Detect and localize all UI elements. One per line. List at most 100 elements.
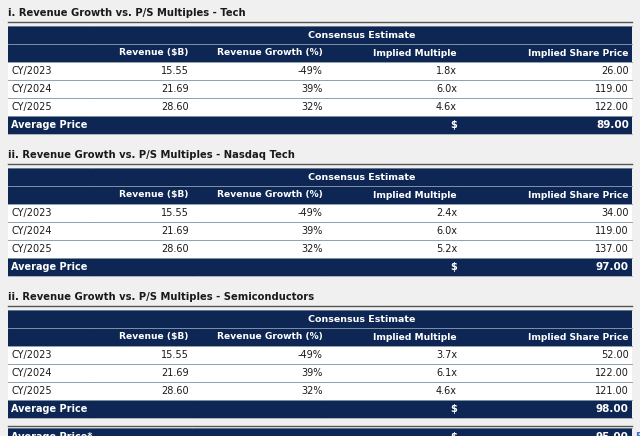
Bar (92, 116, 192, 134)
Text: Average Price*: Average Price* (11, 432, 93, 436)
Text: $: $ (451, 262, 457, 272)
Text: Implied Multiple: Implied Multiple (373, 191, 457, 200)
Bar (8, 62, 92, 80)
Bar (8, 26, 92, 44)
Text: ii. Revenue Growth vs. P/S Multiples - Nasdaq Tech: ii. Revenue Growth vs. P/S Multiples - N… (8, 150, 294, 160)
Bar (326, 98, 461, 116)
Bar (8, 310, 92, 328)
Bar (461, 186, 632, 204)
Bar (461, 116, 632, 134)
Bar (461, 98, 632, 116)
Bar (461, 382, 632, 400)
Text: CY/2024: CY/2024 (11, 368, 52, 378)
Text: 15.55: 15.55 (161, 66, 188, 76)
Text: 1.8x: 1.8x (436, 66, 457, 76)
Bar (8, 44, 92, 62)
Bar (92, 258, 192, 276)
Text: 39%: 39% (301, 226, 323, 236)
Text: 119.00: 119.00 (595, 84, 629, 94)
Bar (192, 44, 326, 62)
Bar (461, 428, 632, 436)
Text: Average Price: Average Price (11, 404, 88, 414)
Bar (192, 186, 326, 204)
Bar (192, 346, 326, 364)
Bar (192, 328, 326, 346)
Text: 15.55: 15.55 (161, 208, 188, 218)
Text: Implied Multiple: Implied Multiple (373, 48, 457, 58)
Text: Average Price: Average Price (11, 120, 88, 130)
Bar (92, 204, 192, 222)
Bar (92, 44, 192, 62)
Bar (461, 222, 632, 240)
Bar (192, 116, 326, 134)
Bar (8, 116, 92, 134)
Text: Revenue Growth (%): Revenue Growth (%) (217, 333, 323, 341)
Text: Implied Share Price: Implied Share Price (528, 333, 629, 341)
Bar (8, 222, 92, 240)
Text: Revenue ($B): Revenue ($B) (119, 191, 188, 200)
Text: i. Revenue Growth vs. P/S Multiples - Tech: i. Revenue Growth vs. P/S Multiples - Te… (8, 8, 245, 18)
Bar (8, 240, 92, 258)
Text: 3.7x: 3.7x (436, 350, 457, 360)
Bar (92, 240, 192, 258)
Text: Revenue Growth (%): Revenue Growth (%) (217, 48, 323, 58)
Bar (8, 204, 92, 222)
Text: 97.00: 97.00 (596, 262, 629, 272)
Bar (192, 62, 326, 80)
Bar (461, 44, 632, 62)
Bar (92, 364, 192, 382)
Text: CY/2024: CY/2024 (11, 84, 52, 94)
Text: $: $ (451, 404, 457, 414)
Text: 32%: 32% (301, 102, 323, 112)
Text: $: $ (451, 432, 457, 436)
Text: 39%: 39% (301, 84, 323, 94)
Text: Bull Case: Bull Case (636, 432, 640, 436)
Text: Revenue Growth (%): Revenue Growth (%) (217, 191, 323, 200)
Bar (8, 382, 92, 400)
Bar (461, 400, 632, 418)
Bar (8, 98, 92, 116)
Bar (192, 204, 326, 222)
Bar (192, 364, 326, 382)
Bar (461, 62, 632, 80)
Bar (92, 310, 632, 328)
Text: CY/2023: CY/2023 (11, 350, 52, 360)
Bar (326, 382, 461, 400)
Text: 6.1x: 6.1x (436, 368, 457, 378)
Bar (192, 400, 326, 418)
Text: ii. Revenue Growth vs. P/S Multiples - Semiconductors: ii. Revenue Growth vs. P/S Multiples - S… (8, 292, 314, 302)
Text: Consensus Estimate: Consensus Estimate (308, 31, 416, 40)
Bar (461, 364, 632, 382)
Bar (192, 240, 326, 258)
Bar (461, 258, 632, 276)
Text: -49%: -49% (298, 350, 323, 360)
Bar (326, 222, 461, 240)
Text: 28.60: 28.60 (161, 244, 188, 254)
Text: 32%: 32% (301, 244, 323, 254)
Bar (92, 62, 192, 80)
Text: $: $ (451, 120, 457, 130)
Text: 28.60: 28.60 (161, 386, 188, 396)
Bar (8, 258, 92, 276)
Text: 121.00: 121.00 (595, 386, 629, 396)
Bar (8, 364, 92, 382)
Text: Implied Share Price: Implied Share Price (528, 48, 629, 58)
Text: CY/2023: CY/2023 (11, 208, 52, 218)
Text: CY/2025: CY/2025 (11, 386, 52, 396)
Bar (92, 346, 192, 364)
Text: 15.55: 15.55 (161, 350, 188, 360)
Bar (92, 328, 192, 346)
Bar (192, 258, 326, 276)
Text: 28.60: 28.60 (161, 102, 188, 112)
Bar (326, 44, 461, 62)
Bar (192, 98, 326, 116)
Bar (461, 346, 632, 364)
Bar (326, 116, 461, 134)
Bar (326, 346, 461, 364)
Text: 95.00: 95.00 (596, 432, 629, 436)
Text: CY/2023: CY/2023 (11, 66, 52, 76)
Bar (326, 428, 461, 436)
Bar (92, 222, 192, 240)
Text: 39%: 39% (301, 368, 323, 378)
Bar (326, 364, 461, 382)
